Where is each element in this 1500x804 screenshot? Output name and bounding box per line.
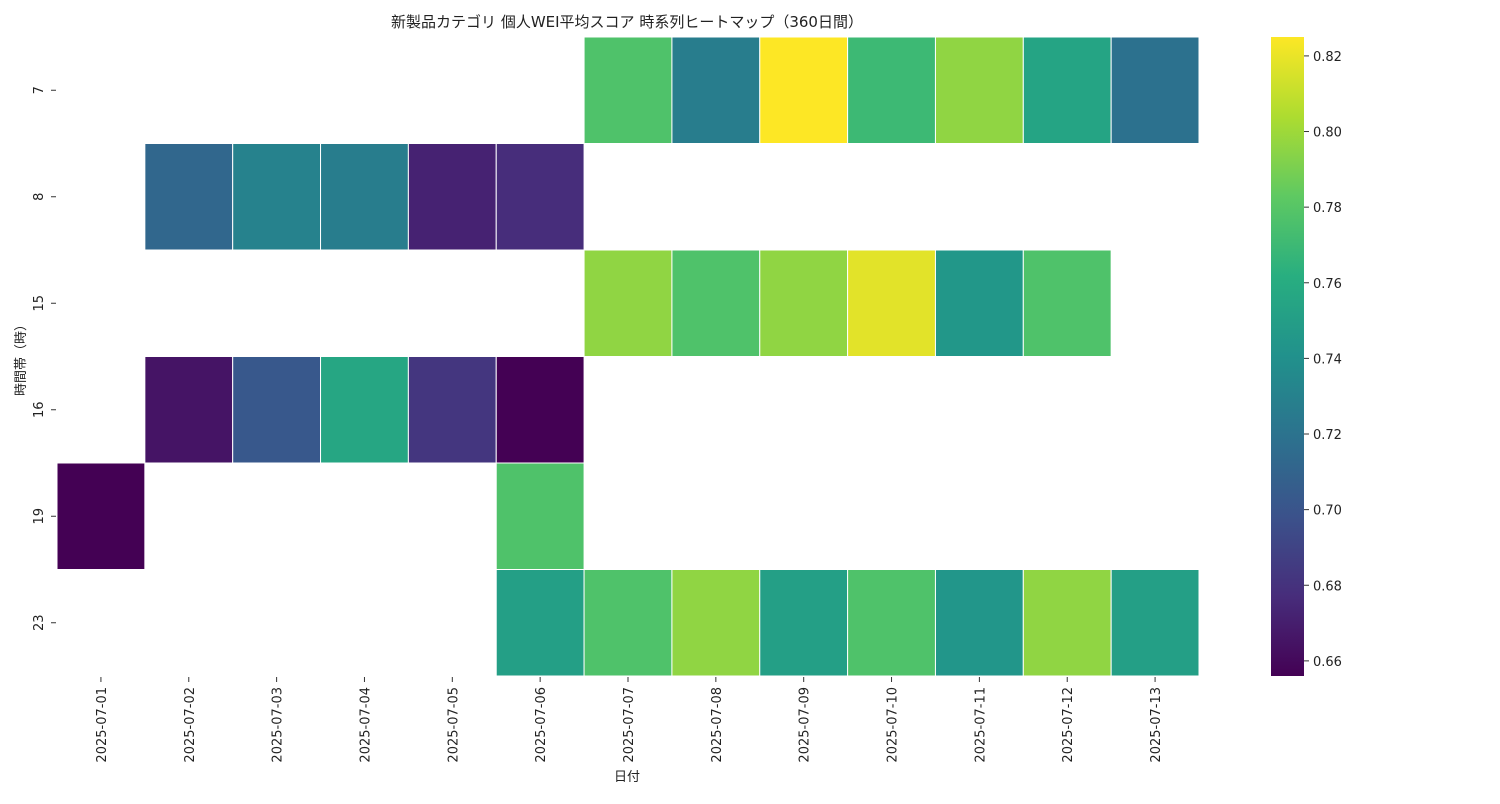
heatmap-cell — [934, 569, 1024, 677]
y-tick-label: 7 — [32, 86, 47, 94]
heatmap-cell — [144, 143, 234, 251]
y-axis: 7 8 15 16 19 23 — [32, 86, 56, 631]
heatmap-cell — [495, 569, 585, 677]
colorbar-tick-label: 0.80 — [1313, 126, 1342, 141]
x-tick-label: 2025-07-06 — [534, 687, 549, 763]
heatmap-cell — [495, 356, 585, 464]
heatmap-cell — [407, 143, 497, 251]
x-axis: 2025-07-01 2025-07-02 2025-07-03 2025-07-04… — [95, 677, 1164, 763]
heatmap-cell — [671, 249, 761, 357]
heatmap-cell — [759, 36, 849, 144]
heatmap-cell — [583, 249, 673, 357]
x-tick-label: 2025-07-04 — [358, 687, 373, 763]
heatmap-cell — [1022, 249, 1112, 357]
x-tick-label: 2025-07-08 — [710, 687, 725, 763]
colorbar-tick-label: 0.72 — [1313, 428, 1342, 443]
heatmap-cells — [56, 36, 1200, 677]
heatmap-cell — [934, 249, 1024, 357]
colorbar-tick-label: 0.76 — [1313, 277, 1342, 292]
x-tick-label: 2025-07-11 — [973, 687, 988, 763]
heatmap-cell — [934, 36, 1024, 144]
heatmap-cell — [847, 569, 936, 677]
heatmap-cell — [759, 249, 849, 357]
heatmap-cell — [583, 569, 673, 677]
y-tick-label: 15 — [32, 295, 47, 312]
heatmap-cell — [495, 143, 585, 251]
x-tick-label: 2025-07-13 — [1149, 687, 1164, 763]
heatmap-cell — [1022, 36, 1112, 144]
colorbar-tick-label: 0.78 — [1313, 201, 1342, 216]
heatmap-cell — [583, 36, 673, 144]
heatmap-cell — [1110, 36, 1200, 144]
x-tick-label: 2025-07-10 — [886, 687, 901, 763]
x-tick-label: 2025-07-02 — [183, 687, 198, 763]
heatmap-cell — [847, 249, 936, 357]
y-tick-label: 19 — [32, 508, 47, 525]
colorbar-tick-label: 0.74 — [1313, 352, 1342, 367]
heatmap-cell — [232, 356, 322, 464]
colorbar-tick-label: 0.66 — [1313, 655, 1342, 670]
heatmap-cell — [144, 356, 234, 464]
heatmap-cell — [1022, 569, 1112, 677]
colorbar-tick-label: 0.82 — [1313, 50, 1342, 65]
heatmap-cell — [407, 356, 497, 464]
heatmap-cell — [320, 143, 409, 251]
colorbar-tick-label: 0.68 — [1313, 579, 1342, 594]
x-tick-label: 2025-07-09 — [798, 687, 813, 763]
heatmap-cell — [56, 462, 146, 570]
x-tick-label: 2025-07-07 — [622, 687, 637, 763]
y-axis-label: 時間帯（時） — [14, 318, 29, 396]
heatmap-cell — [671, 36, 761, 144]
heatmap-cell — [671, 569, 761, 677]
heatmap-cell — [759, 569, 849, 677]
y-tick-label: 23 — [32, 614, 47, 631]
colorbar-tick-label: 0.70 — [1313, 504, 1342, 519]
colorbar-axis: 0.66 0.68 0.70 0.72 0.74 0.76 0.78 0.80 0.82 — [1304, 50, 1342, 670]
x-axis-label: 日付 — [614, 770, 640, 785]
y-tick-label: 16 — [32, 401, 47, 418]
heatmap-cell — [320, 356, 409, 464]
x-tick-label: 2025-07-12 — [1061, 687, 1076, 763]
y-tick-label: 8 — [32, 193, 47, 201]
colorbar — [1271, 37, 1304, 676]
heatmap-cell — [495, 462, 585, 570]
heatmap-cell — [1110, 569, 1200, 677]
x-tick-label: 2025-07-03 — [271, 687, 286, 763]
heatmap-cell — [847, 36, 936, 144]
heatmap-cell — [232, 143, 322, 251]
x-tick-label: 2025-07-01 — [95, 687, 110, 763]
chart-title: 新製品カテゴリ 個人WEI平均スコア 時系列ヒートマップ（360日間） — [391, 13, 863, 31]
x-tick-label: 2025-07-05 — [446, 687, 461, 763]
